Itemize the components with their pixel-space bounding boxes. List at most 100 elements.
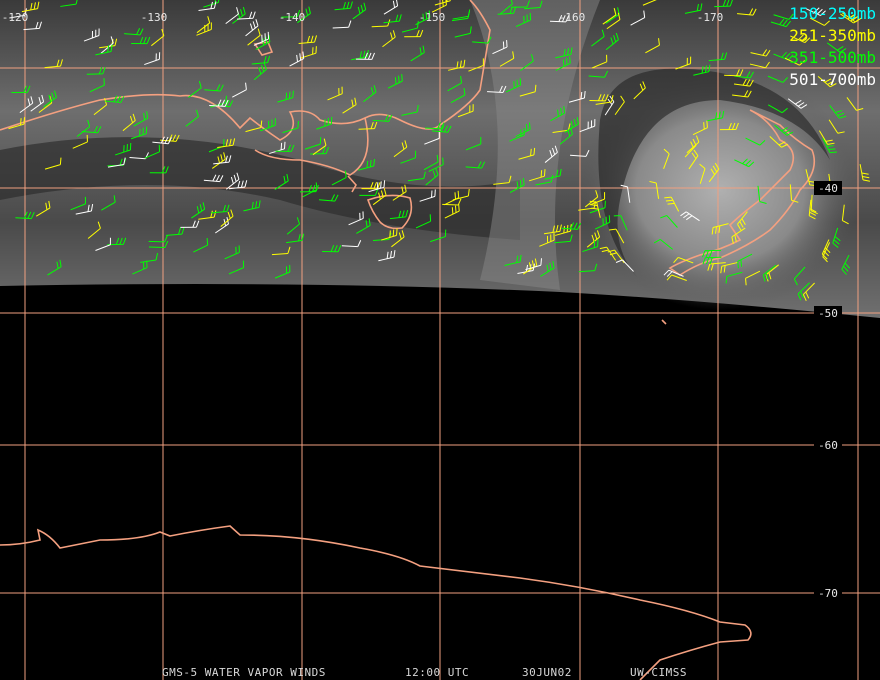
barb-flag <box>296 9 301 17</box>
barb-staff <box>130 133 147 140</box>
wind-barb <box>277 90 294 103</box>
barb-flag <box>599 246 607 250</box>
barb-flag <box>59 259 62 267</box>
barb-staff <box>425 127 442 130</box>
barb-staff <box>685 211 700 222</box>
wind-barb <box>734 78 754 87</box>
latitude-label: -50 <box>818 307 838 320</box>
barb-flag <box>390 32 393 40</box>
barb-flag <box>736 69 740 76</box>
wind-barb <box>770 18 791 28</box>
barb-staff <box>188 87 202 98</box>
barb-staff <box>286 223 300 235</box>
wind-barb <box>415 214 432 229</box>
barb-flag <box>825 139 833 142</box>
cyclone-dry-slot <box>598 68 830 280</box>
wind-barb <box>44 59 63 69</box>
wind-barb <box>132 260 148 275</box>
barb-flag <box>164 240 169 248</box>
coastline <box>364 0 491 130</box>
barb-flag <box>229 100 234 107</box>
barb-staff <box>431 130 449 133</box>
barb-flag <box>821 253 828 260</box>
barb-flag <box>680 211 687 217</box>
barb-staff <box>93 104 107 116</box>
barb-flag <box>299 53 302 61</box>
barb-flag <box>823 20 830 26</box>
wind-barb <box>505 78 522 93</box>
barb-staff <box>209 105 226 107</box>
barb-flag <box>210 210 213 218</box>
barb-flag <box>749 79 754 87</box>
wind-barb <box>425 122 445 130</box>
barb-staff <box>356 224 371 234</box>
barb-flag <box>609 252 617 256</box>
barb-staff <box>368 186 385 193</box>
barb-staff <box>789 184 793 201</box>
barb-flag <box>552 147 556 155</box>
barb-flag <box>827 80 834 85</box>
barb-staff <box>615 228 625 244</box>
barb-staff <box>393 146 408 158</box>
barb-staff <box>363 91 377 103</box>
barb-flag <box>747 90 752 98</box>
barb-staff <box>115 149 131 156</box>
barb-staff <box>331 177 347 186</box>
barb-staff <box>767 104 783 114</box>
wind-barb <box>472 36 492 44</box>
barb-staff <box>401 27 418 33</box>
footer-text: UW-CIMSS <box>630 666 687 679</box>
wind-barb <box>499 51 515 67</box>
wind-barb <box>431 125 452 133</box>
wind-barb <box>750 49 771 57</box>
wind-barb <box>148 240 169 249</box>
barb-staff <box>586 236 600 248</box>
barb-staff <box>35 207 51 217</box>
wind-barb <box>817 75 837 88</box>
barb-flag <box>396 0 399 6</box>
wind-barb <box>554 234 573 244</box>
wind-barb <box>393 140 408 158</box>
barb-flag <box>467 11 470 19</box>
barb-flag <box>745 278 747 286</box>
barb-flag <box>444 125 449 133</box>
barb-flag <box>389 230 391 238</box>
wind-barb <box>774 124 794 136</box>
barb-flag <box>791 199 799 203</box>
barb-staff <box>38 102 53 113</box>
barb-flag <box>554 145 558 153</box>
coastline <box>347 175 357 193</box>
barb-flag <box>225 155 228 163</box>
barb-flag <box>416 29 420 37</box>
barb-staff <box>122 120 136 132</box>
wind-barb <box>289 51 305 67</box>
barb-flag <box>48 200 51 208</box>
barb-flag <box>601 94 606 102</box>
barb-staff <box>555 62 571 71</box>
wind-barb <box>122 113 136 132</box>
wind-barb <box>87 221 101 239</box>
barb-staff <box>524 6 541 10</box>
barb-flag <box>422 45 425 53</box>
barb-flag <box>706 257 710 265</box>
barb-flag <box>731 236 734 244</box>
wind-barb <box>552 123 571 134</box>
barb-flag <box>334 245 338 252</box>
barb-flag <box>590 204 598 207</box>
barb-flag <box>781 51 787 58</box>
barb-flag <box>658 38 660 46</box>
barb-flag <box>613 35 617 43</box>
barb-flag <box>543 169 546 177</box>
barb-flag <box>206 238 209 246</box>
barb-flag <box>463 87 466 96</box>
barb-flag <box>155 253 159 261</box>
wind-barb <box>452 188 470 201</box>
barb-flag <box>824 78 832 83</box>
barb-flag <box>808 215 816 220</box>
barb-flag <box>405 209 409 218</box>
wind-barb <box>196 22 212 36</box>
barb-staff <box>821 239 830 255</box>
barb-flag <box>401 210 405 218</box>
wind-barb <box>431 0 447 13</box>
